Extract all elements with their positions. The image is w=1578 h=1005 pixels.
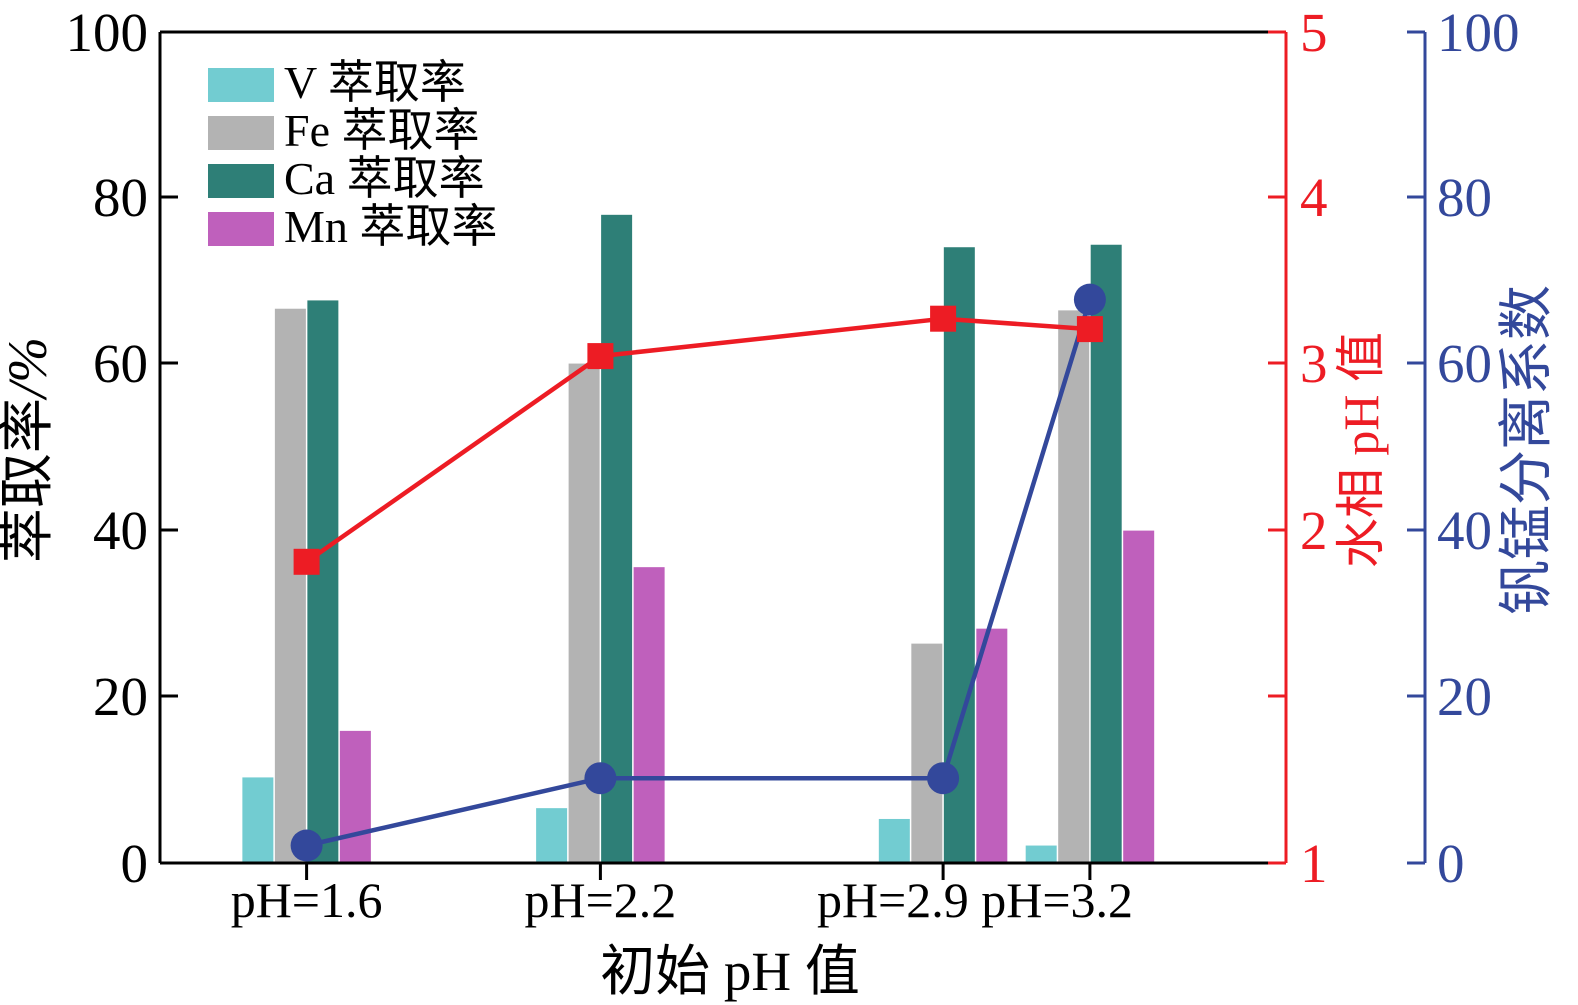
svg-text:80: 80 — [93, 167, 148, 228]
svg-text:Mn 萃取率: Mn 萃取率 — [284, 201, 497, 252]
svg-text:1: 1 — [1300, 833, 1328, 894]
svg-text:5: 5 — [1300, 2, 1328, 63]
svg-text:2: 2 — [1300, 500, 1328, 561]
svg-text:Ca 萃取率: Ca 萃取率 — [284, 153, 485, 204]
svg-text:20: 20 — [1437, 666, 1492, 727]
svg-text:萃取率/%: 萃取率/% — [0, 337, 58, 563]
svg-text:40: 40 — [1437, 500, 1492, 561]
svg-text:80: 80 — [1437, 167, 1492, 228]
svg-text:100: 100 — [66, 2, 149, 63]
svg-text:钒锰分离系数: 钒锰分离系数 — [1496, 285, 1557, 615]
svg-text:pH=2.9 pH=3.2: pH=2.9 pH=3.2 — [817, 872, 1133, 928]
svg-text:V 萃取率: V 萃取率 — [284, 57, 466, 108]
svg-text:20: 20 — [93, 666, 148, 727]
svg-text:60: 60 — [93, 333, 148, 394]
svg-text:初始 pH 值: 初始 pH 值 — [600, 941, 860, 1002]
svg-text:100: 100 — [1437, 2, 1520, 63]
svg-text:60: 60 — [1437, 333, 1492, 394]
svg-text:pH=1.6: pH=1.6 — [231, 872, 383, 928]
svg-text:Fe 萃取率: Fe 萃取率 — [284, 105, 480, 156]
svg-text:3: 3 — [1300, 333, 1328, 394]
svg-text:40: 40 — [93, 500, 148, 561]
svg-text:pH=2.2: pH=2.2 — [524, 872, 676, 928]
svg-text:4: 4 — [1300, 167, 1328, 228]
svg-text:0: 0 — [121, 833, 149, 894]
svg-text:水相 pH 值: 水相 pH 值 — [1333, 332, 1389, 568]
svg-text:0: 0 — [1437, 833, 1465, 894]
